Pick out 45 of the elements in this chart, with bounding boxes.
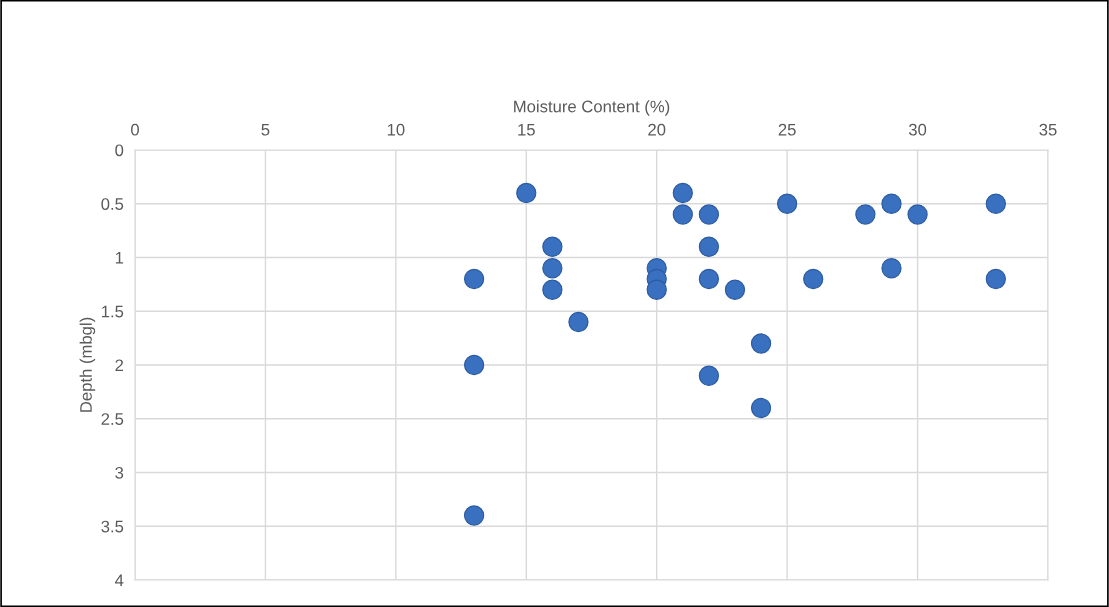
point xyxy=(855,204,876,225)
point xyxy=(803,268,824,290)
point xyxy=(881,258,902,279)
point xyxy=(907,204,928,225)
y-axis-title: Depth (mbgl) xyxy=(79,317,96,412)
x-tick-label: 10 xyxy=(387,123,405,136)
x-tick-label: 30 xyxy=(908,123,927,136)
x-axis-title: Moisture Content (%) xyxy=(514,100,670,116)
point xyxy=(542,236,563,257)
y-tick-label: 1 xyxy=(115,252,124,264)
y-tick-label: 2 xyxy=(115,359,124,372)
point xyxy=(698,204,720,225)
point xyxy=(568,311,589,333)
point xyxy=(463,268,485,290)
point xyxy=(672,182,693,204)
x-tick-label: 5 xyxy=(261,123,270,136)
point xyxy=(777,193,798,214)
y-tick-label: 0.5 xyxy=(101,198,124,210)
y-tick-label: 3 xyxy=(115,466,124,479)
point xyxy=(463,505,485,526)
point xyxy=(542,258,563,279)
point xyxy=(672,204,693,225)
point xyxy=(985,193,1006,214)
point xyxy=(463,354,485,376)
point xyxy=(750,333,772,354)
point xyxy=(881,193,902,214)
y-tick-label: 4 xyxy=(115,574,124,587)
point xyxy=(724,279,746,300)
x-tick-label: 25 xyxy=(778,123,796,136)
y-tick-label: 1.5 xyxy=(101,305,124,318)
x-tick-label: 15 xyxy=(518,123,535,136)
y-tick-label: 0 xyxy=(115,144,124,157)
point xyxy=(985,268,1006,290)
point xyxy=(646,279,667,300)
point xyxy=(750,397,772,419)
y-tick-label: 3.5 xyxy=(101,520,124,533)
point xyxy=(698,268,720,290)
x-tick-label: 0 xyxy=(131,123,139,136)
point xyxy=(516,182,537,204)
point xyxy=(698,236,720,257)
y-tick-label: 2.5 xyxy=(101,413,124,425)
x-tick-label: 20 xyxy=(648,123,666,136)
point xyxy=(542,279,563,300)
point xyxy=(698,365,720,386)
x-tick-label: 35 xyxy=(1039,123,1057,136)
